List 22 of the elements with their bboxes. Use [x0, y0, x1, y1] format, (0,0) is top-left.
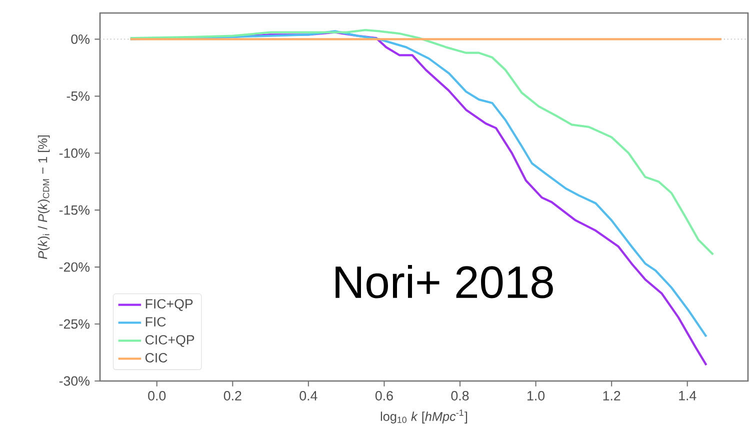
- y-tick-label: -15%: [59, 205, 90, 215]
- x-tick-label: 0.4: [300, 391, 318, 400]
- y-tick-label: -5%: [66, 91, 90, 101]
- x-axis-title: log$_{10}$ k [hMpc$^{-1}$]: [380, 410, 468, 424]
- text: P(k)$_{i}$ / P(k)$_{CDM}$ − 1 [%]: [38, 135, 50, 260]
- legend-label: CIC+QP: [145, 335, 194, 347]
- x-tick-label: 0.6: [375, 391, 393, 400]
- y-tick-label: -20%: [59, 262, 90, 272]
- y-tick-label: -30%: [59, 376, 90, 386]
- annotation: Nori+ 2018: [336, 264, 553, 298]
- x-tick-label: 1.4: [679, 391, 696, 400]
- y-tick-label: 0%: [71, 34, 90, 44]
- x-tick-label: 0.2: [224, 391, 242, 400]
- y-tick-label: -25%: [59, 319, 90, 329]
- x-tick-label: 1.2: [603, 391, 620, 400]
- legend-label: FIC: [146, 317, 166, 327]
- x-tick-label: 0.8: [451, 391, 469, 400]
- y-tick-label: -10%: [59, 148, 90, 158]
- x-tick-label: 1.0: [528, 391, 545, 400]
- legend-label: CIC: [145, 353, 168, 362]
- legend-label: FIC+QP: [146, 299, 193, 311]
- x-tick-label: 0.0: [148, 391, 166, 400]
